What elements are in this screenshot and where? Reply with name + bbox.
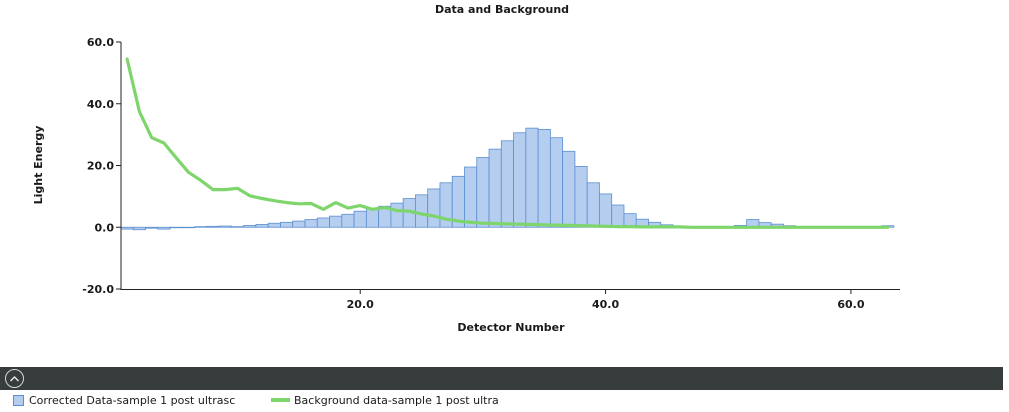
data-bar[interactable] [169, 226, 183, 229]
bar-swatch-icon [13, 394, 24, 406]
data-bar[interactable] [218, 225, 232, 228]
y-tick-label: 20.0 [87, 160, 114, 173]
chart-title: Data and Background [435, 3, 569, 16]
legend-label: Corrected Data-sample 1 post ultrasc [29, 393, 236, 407]
data-bar[interactable] [415, 194, 429, 228]
data-bar[interactable] [304, 219, 318, 228]
data-bar[interactable] [157, 226, 171, 230]
data-bar[interactable] [611, 204, 625, 228]
y-tick-label: 40.0 [87, 98, 114, 111]
x-tick-label: 40.0 [592, 298, 619, 311]
x-tick-label: 20.0 [347, 298, 374, 311]
y-tick-label: 0.0 [95, 221, 115, 234]
data-bar[interactable] [586, 182, 600, 228]
data-bar[interactable] [243, 224, 257, 228]
data-bar[interactable] [390, 202, 404, 228]
y-tick-label: 60.0 [87, 36, 114, 49]
data-bar[interactable] [549, 137, 564, 228]
x-tick-label: 60.0 [837, 298, 864, 311]
data-bar[interactable] [427, 188, 441, 228]
data-bar[interactable] [120, 226, 134, 230]
data-bar[interactable] [255, 224, 269, 228]
data-bar[interactable] [194, 226, 208, 228]
data-bar[interactable] [145, 226, 159, 229]
legend-item-background-data[interactable]: Background data-sample 1 post ultra [271, 391, 499, 409]
data-bar[interactable] [132, 226, 146, 231]
data-bar[interactable] [181, 226, 196, 229]
y-tick-label: -20.0 [82, 283, 114, 296]
data-bar[interactable] [329, 215, 343, 228]
data-bar[interactable] [365, 208, 380, 228]
data-bar[interactable] [513, 132, 527, 228]
data-bar[interactable] [292, 220, 306, 228]
bar-series [120, 127, 895, 231]
x-axis-label: Detector Number [457, 321, 565, 334]
legend-label: Background data-sample 1 post ultra [294, 393, 499, 407]
data-bar[interactable] [599, 193, 613, 228]
data-bar[interactable] [280, 221, 294, 228]
legend: Corrected Data-sample 1 post ultrasc Bac… [0, 391, 1009, 409]
collapse-legend-button[interactable] [5, 369, 24, 388]
data-bar[interactable] [316, 217, 330, 228]
data-bar[interactable] [464, 166, 478, 228]
data-bar[interactable] [231, 226, 245, 228]
data-bar[interactable] [488, 148, 502, 228]
data-bar[interactable] [267, 222, 281, 228]
data-bar[interactable] [537, 128, 551, 228]
data-bar[interactable] [353, 210, 367, 228]
y-axis-ticks: -20.0 0.0 20.0 40.0 60.0 [82, 36, 121, 296]
background-line[interactable] [125, 57, 890, 229]
chart: Data and Background -20.0 0.0 20.0 40.0 60.0… [32, 3, 900, 334]
y-axis-label: Light Energy [32, 126, 45, 205]
data-bar[interactable] [341, 213, 355, 228]
data-bar[interactable] [206, 225, 220, 228]
data-bar[interactable] [562, 150, 576, 228]
line-series [125, 57, 890, 229]
data-bar[interactable] [525, 127, 539, 228]
data-bar[interactable] [500, 140, 514, 228]
line-swatch-icon [271, 398, 290, 402]
legend-item-corrected-data[interactable]: Corrected Data-sample 1 post ultrasc [0, 391, 271, 409]
chevron-up-icon [9, 375, 20, 382]
data-bar[interactable] [574, 166, 588, 228]
data-bar[interactable] [476, 157, 490, 228]
legend-toolbar [0, 367, 1003, 390]
x-axis-ticks: 20.0 40.0 60.0 [347, 289, 865, 311]
